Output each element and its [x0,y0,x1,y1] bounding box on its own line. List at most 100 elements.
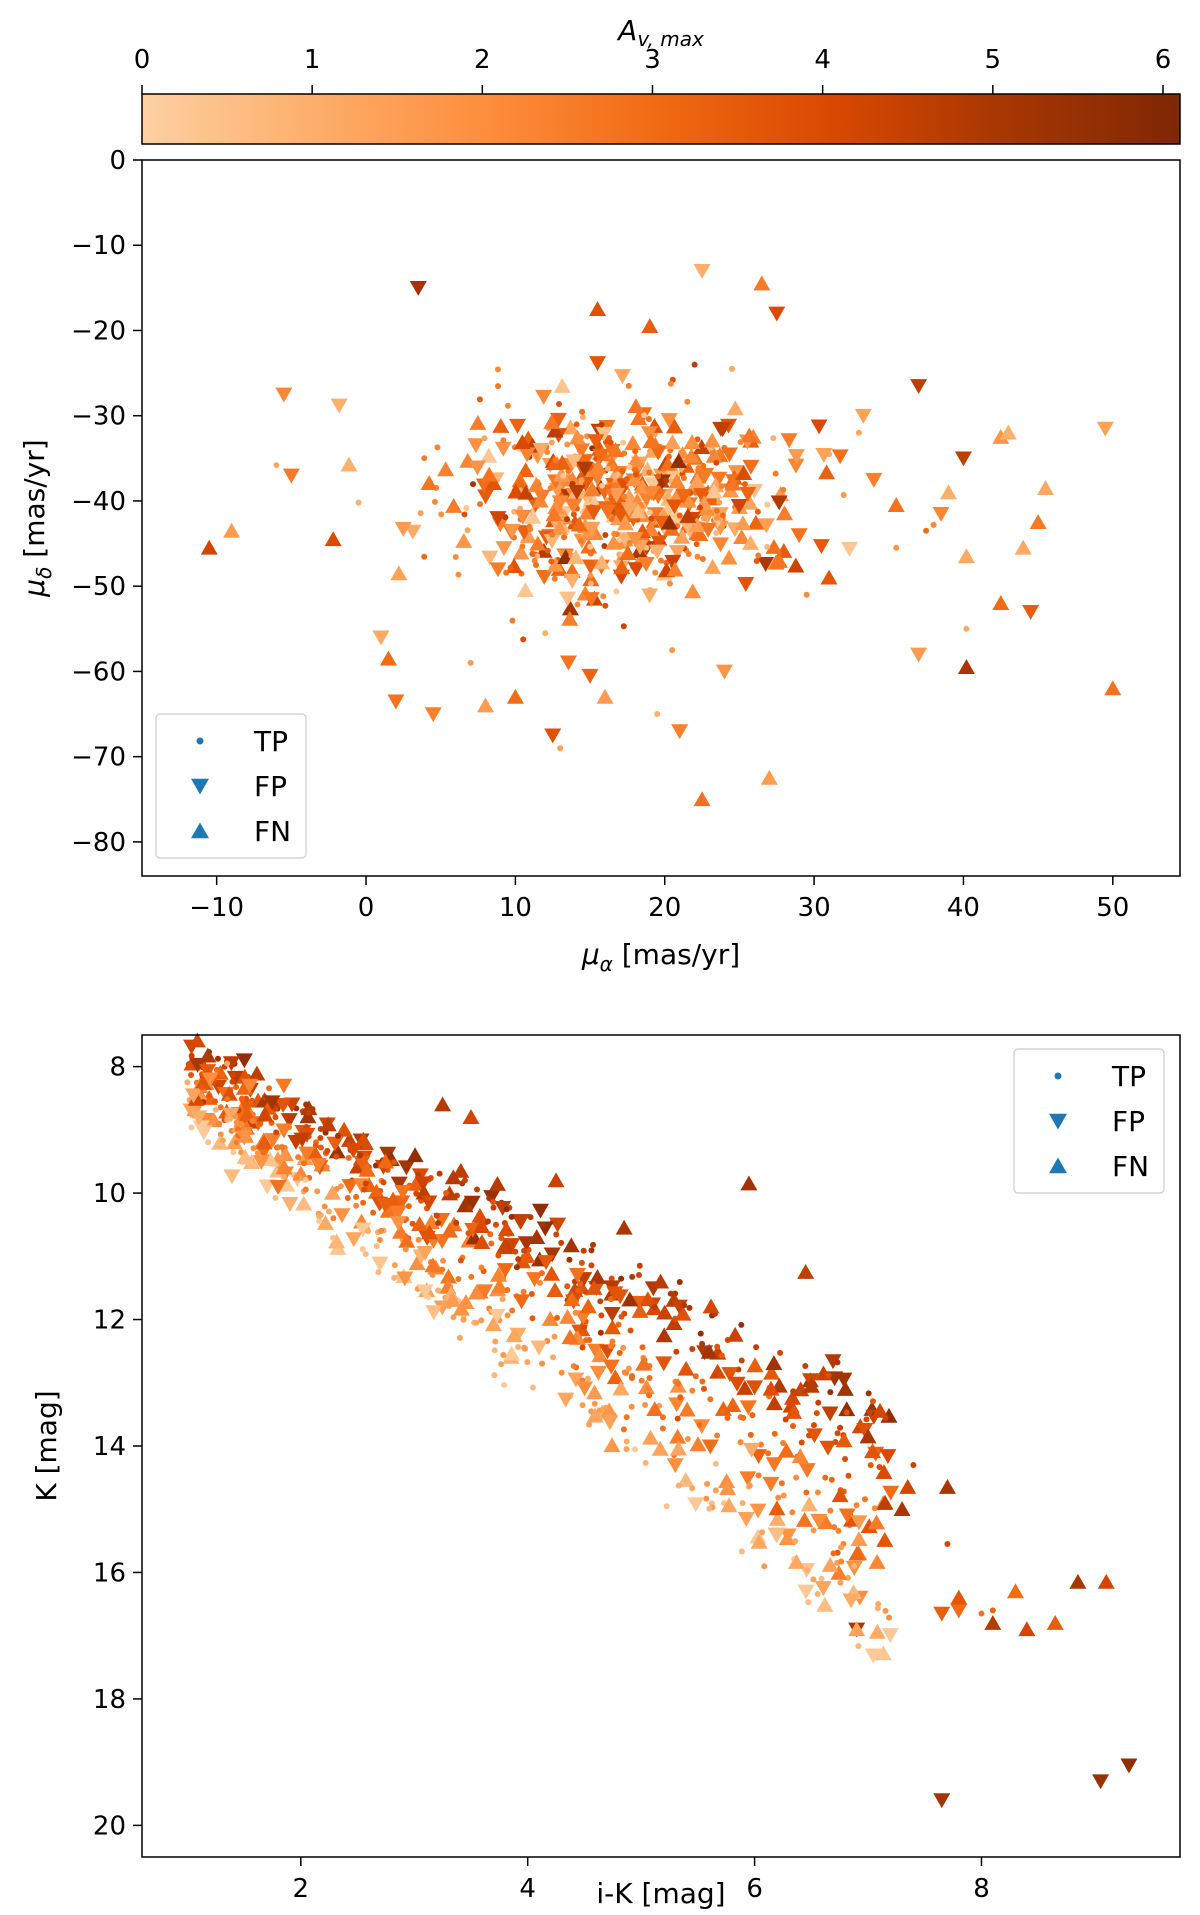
point-fp [865,472,883,488]
band-point-dot [450,1314,457,1321]
colorbar-tick-label: 1 [304,45,321,75]
band-point-tri-down [397,1160,415,1176]
point-fn [753,275,771,291]
band-point-dot [853,1502,860,1509]
cluster-point-tri-up [567,549,585,565]
band-point-tri-up [724,1397,742,1413]
cluster-point-tri-down [608,487,626,503]
band-point-tri-down [701,1439,719,1455]
cluster-point-tri-down [595,484,613,500]
point-fn [390,565,408,581]
band-point-dot [886,1614,893,1621]
cluster-point-dot [560,472,567,479]
band-point-tri-down [263,1095,281,1111]
proper-motion-y-tick-label: −70 [71,743,126,773]
band-point-dot [738,1321,745,1328]
band-point-tri-up [746,1357,764,1373]
band-point-dot [689,1387,696,1394]
cluster-point-dot [570,511,577,518]
band-point-tri-up [354,1131,372,1147]
point-tp [826,451,833,458]
band-point-dot [376,1236,383,1243]
point-tp [654,711,661,718]
band-point-dot [761,1563,768,1570]
band-point-dot [229,1078,236,1085]
band-point-tri-up [316,1215,334,1230]
cluster-point-tri-down [787,458,805,474]
band-point-tri-down [814,1581,832,1597]
cluster-point-dot [611,530,618,537]
band-point-dot [391,1159,398,1166]
band-point-tri-down [189,1057,207,1073]
point-tp [978,1610,985,1617]
cluster-point-tri-down [514,509,532,525]
point-fn [859,1428,877,1444]
color-magnitude-y-tick-label: 18 [93,1685,126,1715]
color-magnitude-x-label: i-K [mag] [596,1877,725,1910]
band-point-tri-up [868,1554,886,1569]
band-point-dot [361,1186,368,1193]
band-point-tri-down [762,1476,780,1492]
cluster-point-dot [548,558,555,565]
point-tp [910,1461,917,1468]
cluster-point-tri-down [551,495,569,511]
band-point-dot [266,1085,273,1092]
band-point-dot [692,1373,699,1380]
cluster-point-tri-down [780,433,798,449]
band-point-dot [473,1319,480,1326]
point-fn [876,1494,894,1510]
band-point-dot [409,1220,416,1227]
cluster-point-dot [700,462,707,469]
cluster-point-dot [632,448,639,455]
band-point-dot [550,1354,557,1361]
band-point-tri-down [739,1400,757,1416]
point-fn [589,301,607,316]
band-point-dot [793,1474,800,1481]
band-point-tri-up [674,1305,692,1321]
cluster-point-dot [623,476,630,483]
cluster-point-dot [555,401,562,408]
band-point-dot [706,1505,713,1512]
band-point-dot [782,1416,789,1423]
band-point-dot [724,1336,731,1343]
cluster-point-tri-down [810,419,828,435]
band-point-dot [460,1316,467,1323]
cluster-point-dot [552,457,559,464]
band-point-dot [212,1098,219,1105]
cluster-point-tri-up [627,398,645,414]
cluster-point-tri-down [840,541,858,557]
band-point-tri-up [546,1282,564,1298]
cluster-point-dot [602,532,609,539]
cluster-point-tri-down [644,477,662,493]
band-point-dot [608,1296,615,1303]
cluster-point-tri-down [650,535,668,551]
cluster-point-dot [700,515,707,522]
band-point-tri-up [830,1564,848,1580]
cluster-point-dot [625,382,632,389]
band-point-dot [293,1173,300,1180]
band-point-tri-up [646,1401,664,1416]
cluster-point-dot [507,564,514,571]
band-point-dot [572,1309,579,1316]
band-point-tri-up [787,1553,805,1569]
band-point-dot [746,1482,753,1489]
band-point-tri-up [665,1315,683,1330]
cluster-point-tri-up [668,473,686,489]
point-fp [387,694,405,710]
cluster-point-tri-down [648,544,666,560]
colorbar-tick-label: 3 [644,45,661,75]
point-tp [467,659,474,666]
band-point-dot [863,1416,870,1423]
proper-motion-x-tick-label: 20 [648,893,681,923]
proper-motion-y-tick-label: −80 [71,828,126,858]
cluster-point-tri-up [480,466,498,482]
band-point-dot [575,1287,582,1294]
band-point-dot [810,1422,817,1429]
band-point-dot [855,1643,862,1650]
band-point-tri-down [511,1214,529,1230]
band-point-dot [815,1399,822,1406]
band-point-dot [433,1212,440,1219]
cluster-point-dot [421,455,428,462]
band-point-tri-up [791,1448,809,1464]
band-point-tri-up [452,1162,470,1178]
